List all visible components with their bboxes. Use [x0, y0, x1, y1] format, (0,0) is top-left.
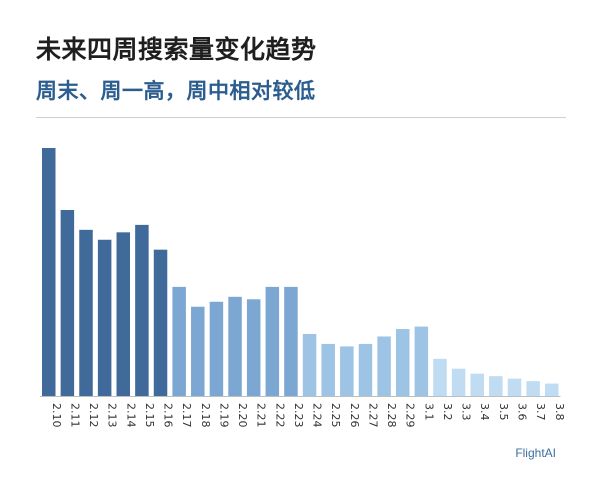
- tick-label-2.29: 2.29: [404, 403, 417, 428]
- tick-label-2.11: 2.11: [68, 403, 81, 428]
- bar-3.3: [451, 368, 466, 396]
- bar-2.18: [191, 306, 205, 396]
- bar-2.21: [246, 299, 261, 396]
- bar-3.1: [414, 326, 429, 396]
- tick-label-3.6: 3.6: [516, 403, 529, 421]
- tick-label-3.3: 3.3: [460, 403, 473, 421]
- tick-label-2.24: 2.24: [311, 403, 324, 428]
- tick-label-2.26: 2.26: [348, 403, 361, 428]
- tick-label-3.1: 3.1: [422, 403, 435, 421]
- tick-label-3.5: 3.5: [497, 403, 510, 421]
- tick-label-2.21: 2.21: [255, 403, 268, 428]
- tick-label-3.8: 3.8: [553, 403, 566, 421]
- tick-label-3.2: 3.2: [441, 403, 454, 421]
- tick-label-2.22: 2.22: [273, 403, 286, 428]
- title-divider: [36, 117, 566, 118]
- bar-2.26: [340, 346, 354, 396]
- bar-3.8: [545, 383, 559, 396]
- brand-logo-text: FlightAI: [515, 446, 556, 460]
- bar-2.12: [79, 229, 93, 396]
- bar-2.19: [209, 301, 224, 396]
- bar-2.29: [395, 329, 410, 396]
- bar-2.15: [135, 224, 149, 396]
- tick-label-2.10: 2.10: [50, 403, 63, 428]
- tick-label-2.20: 2.20: [236, 403, 249, 428]
- tick-label-2.25: 2.25: [329, 403, 342, 428]
- bar-2.22: [265, 286, 280, 396]
- bar-3.7: [526, 381, 540, 396]
- tick-label-2.12: 2.12: [87, 403, 100, 428]
- tick-label-2.17: 2.17: [180, 403, 193, 428]
- bar-2.25: [321, 343, 335, 396]
- tick-label-2.14: 2.14: [124, 403, 137, 428]
- bar-2.13: [97, 239, 112, 396]
- chart-subtitle: 周末、周一高，周中相对较低: [36, 79, 316, 103]
- bar-2.11: [60, 210, 75, 396]
- bar-3.4: [470, 373, 484, 396]
- tick-label-2.27: 2.27: [366, 403, 379, 428]
- chart-title: 未来四周搜索量变化趋势: [36, 35, 317, 64]
- bar-2.27: [358, 343, 373, 396]
- tick-label-2.28: 2.28: [385, 403, 398, 428]
- bar-2.28: [377, 336, 391, 396]
- tick-label-3.7: 3.7: [534, 403, 547, 421]
- tick-label-2.23: 2.23: [292, 403, 305, 428]
- bar-3.2: [433, 358, 447, 396]
- tick-label-2.13: 2.13: [106, 403, 119, 428]
- bar-2.14: [116, 232, 131, 396]
- bar-2.10: [42, 148, 56, 396]
- bar-2.24: [302, 334, 317, 396]
- bar-2.16: [153, 249, 168, 396]
- tick-label-3.4: 3.4: [478, 403, 491, 421]
- tick-label-2.18: 2.18: [199, 403, 212, 428]
- tick-label-2.16: 2.16: [162, 403, 175, 428]
- bar-3.6: [507, 378, 522, 396]
- bar-2.23: [284, 286, 298, 396]
- bar-2.20: [228, 296, 242, 396]
- bar-2.17: [172, 286, 186, 396]
- tick-label-2.19: 2.19: [217, 403, 230, 428]
- bar-3.5: [489, 376, 503, 396]
- tick-label-2.15: 2.15: [143, 403, 156, 428]
